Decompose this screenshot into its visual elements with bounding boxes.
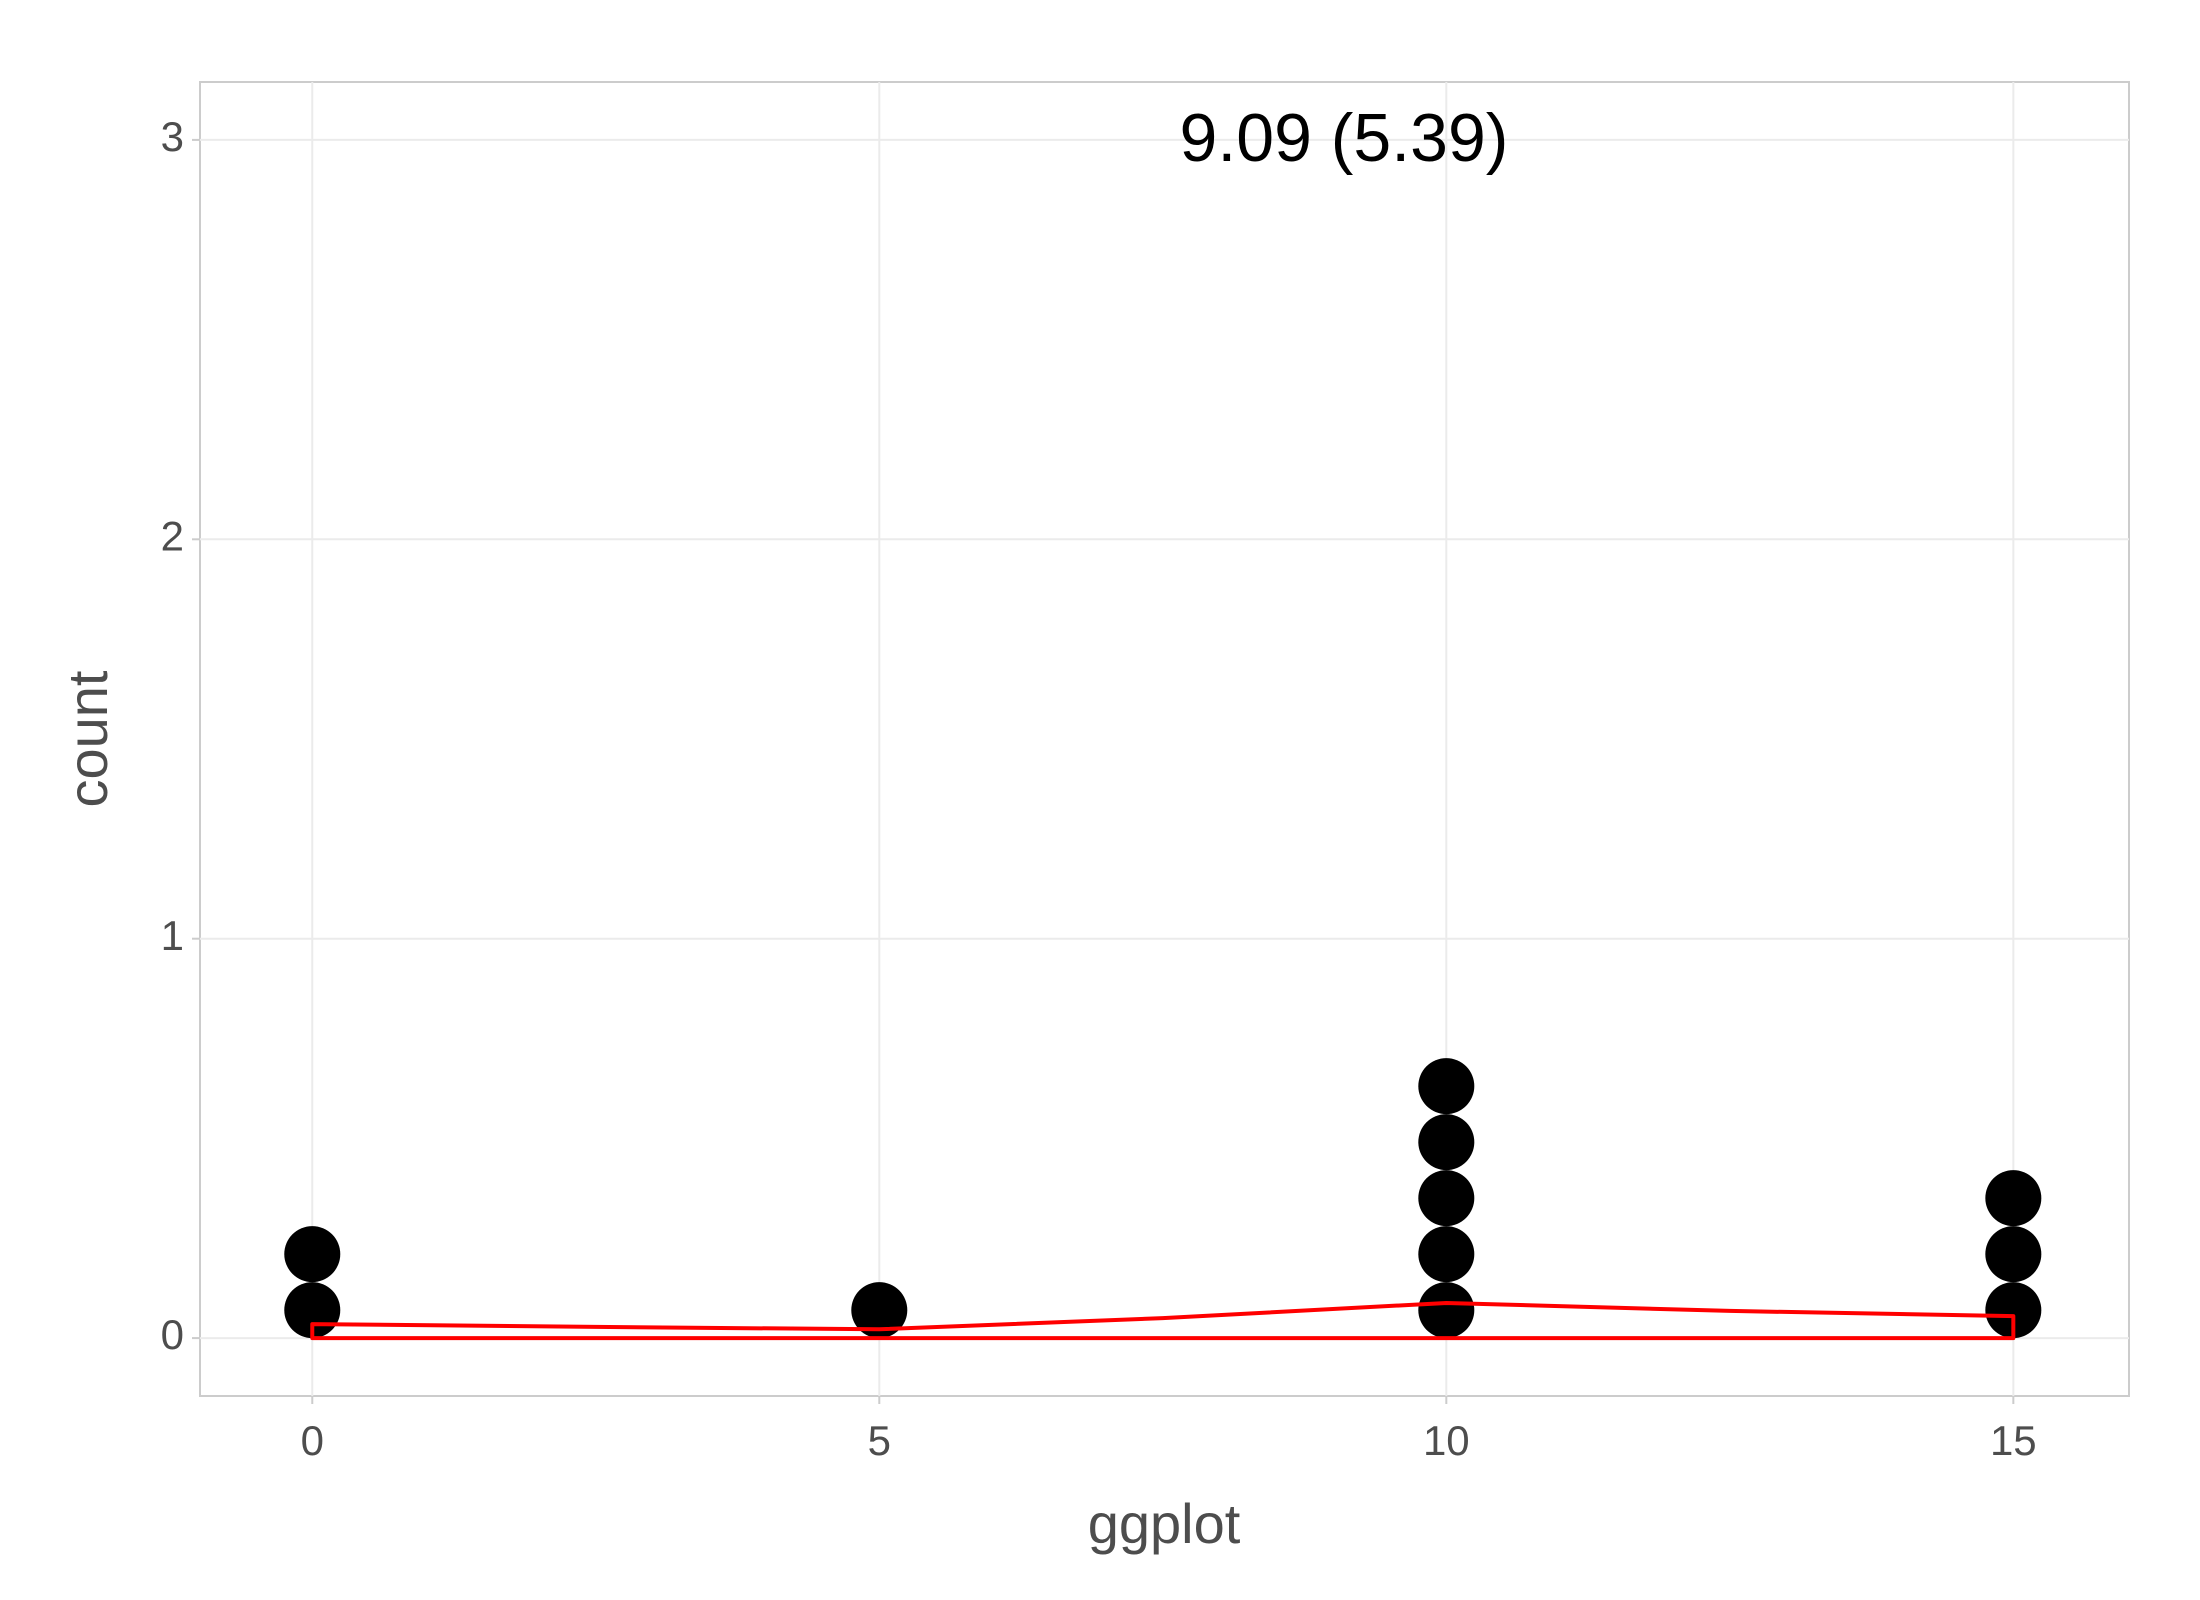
dot xyxy=(1418,1170,1475,1227)
y-tick-label: 0 xyxy=(161,1311,184,1358)
y-tick-label: 2 xyxy=(161,512,184,559)
dot xyxy=(1418,1058,1475,1115)
y-tick-label: 3 xyxy=(161,113,184,160)
dot xyxy=(1985,1170,2042,1227)
x-tick-label: 15 xyxy=(1990,1417,2037,1464)
y-axis-title: count xyxy=(56,670,119,807)
y-tick-label: 1 xyxy=(161,912,184,959)
dot xyxy=(284,1226,341,1283)
density-line xyxy=(310,1300,2016,1341)
dot xyxy=(1985,1282,2042,1339)
x-tick-label: 0 xyxy=(301,1417,324,1464)
dot xyxy=(1418,1114,1475,1171)
panel xyxy=(199,81,2130,1397)
dot xyxy=(1985,1226,2042,1283)
dot xyxy=(1418,1226,1475,1283)
dot xyxy=(1418,1282,1475,1339)
annotation: 9.09 (5.39) xyxy=(1180,100,1509,176)
x-axis-title: ggplot xyxy=(1088,1492,1241,1555)
dot xyxy=(851,1282,908,1339)
x-tick-label: 5 xyxy=(868,1417,891,1464)
x-tick-label: 10 xyxy=(1423,1417,1470,1464)
